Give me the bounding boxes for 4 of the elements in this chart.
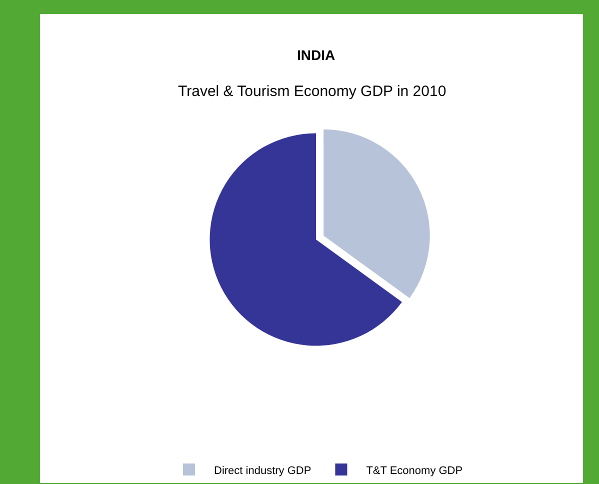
- legend-label: T&T Economy GDP: [366, 464, 463, 477]
- chart-title: INDIA: [297, 47, 336, 63]
- chart-subtitle: Travel & Tourism Economy GDP in 2010: [178, 83, 446, 100]
- legend-label: Direct industry GDP: [214, 464, 312, 477]
